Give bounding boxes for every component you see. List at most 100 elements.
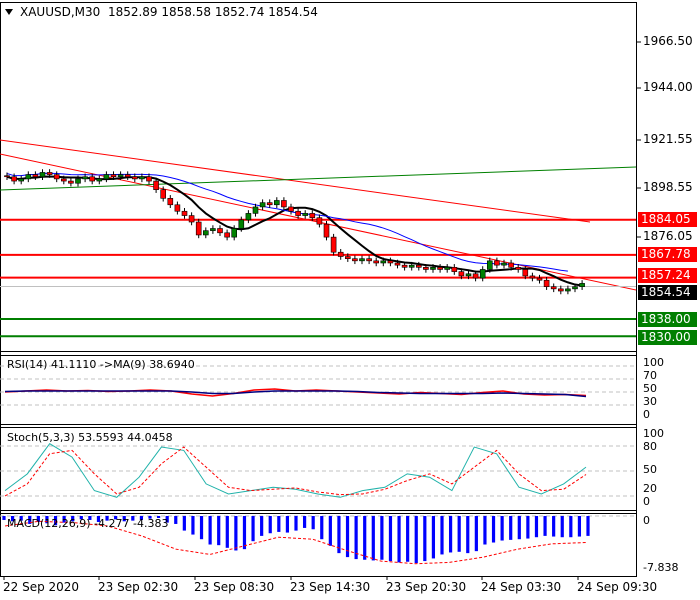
- rsi-tick: 70: [643, 369, 657, 382]
- current-price-tag: 1854.54: [638, 285, 697, 300]
- rsi-label: RSI(14) 41.1110 ->MA(9) 38.6940: [7, 358, 195, 371]
- macd-histogram-bar: [62, 516, 66, 523]
- macd-histogram-bar: [397, 516, 401, 563]
- collapse-triangle-icon[interactable]: [5, 9, 13, 15]
- bear-candle: [543, 279, 550, 288]
- bull-candle: [430, 267, 436, 270]
- macd-histogram-bar: [10, 516, 15, 522]
- macd-histogram-bar: [337, 516, 341, 554]
- macd-histogram-bar: [174, 516, 178, 524]
- bear-candle: [415, 264, 422, 268]
- macd-histogram-bar: [440, 516, 444, 555]
- macd-histogram-bar: [534, 516, 539, 538]
- bear-candle: [266, 202, 273, 206]
- macd-histogram-bar: [345, 516, 350, 558]
- macd-histogram-bar: [148, 516, 152, 519]
- macd-histogram-bar: [500, 516, 504, 541]
- bear-candle: [330, 236, 337, 253]
- bull-candle: [359, 258, 365, 262]
- macd-tick: -7.838: [643, 561, 679, 574]
- macd-histogram-bar: [320, 516, 324, 540]
- bear-candle: [494, 260, 500, 266]
- bear-candle: [550, 286, 557, 290]
- price-tick: 1876.05: [643, 229, 693, 243]
- bull-candle: [273, 200, 280, 206]
- time-tick: 23 Sep 20:30: [386, 580, 467, 594]
- macd-histogram-bar: [491, 516, 496, 543]
- bull-candle: [579, 283, 585, 288]
- bull-candle: [238, 219, 245, 229]
- chart-frame: [0, 2, 637, 577]
- stoch-tick: 50: [643, 463, 657, 476]
- rsi-ma-line: [4, 390, 587, 398]
- bull-candle: [210, 228, 216, 231]
- level-tag: 1867.78: [638, 247, 697, 262]
- macd-histogram-bar: [242, 516, 247, 550]
- rsi-tick: 30: [643, 395, 657, 408]
- macd-histogram-bar: [225, 516, 229, 548]
- macd-histogram-bar: [208, 516, 212, 545]
- symbol-label: XAUUSD,M30: [20, 5, 101, 19]
- trendline-red-upper: [0, 139, 591, 223]
- bear-candle: [53, 174, 60, 180]
- bear-candle: [146, 176, 152, 182]
- axis-ticks: [3, 41, 641, 580]
- bull-candle: [408, 264, 415, 268]
- bear-candle: [89, 176, 95, 182]
- macd-histogram-bar: [380, 516, 384, 560]
- macd-histogram-bar: [277, 516, 281, 532]
- time-tick: 24 Sep 03:30: [481, 580, 562, 594]
- macd-histogram-bar: [260, 516, 264, 536]
- bear-candle: [224, 232, 230, 238]
- bear-candle: [373, 260, 380, 264]
- bull-candle: [444, 267, 451, 270]
- macd-histogram-bar: [406, 516, 410, 562]
- bear-candle: [46, 172, 53, 175]
- macd-histogram-bar: [79, 516, 83, 520]
- macd-histogram-bar: [414, 516, 418, 564]
- macd-histogram-bar: [431, 516, 436, 559]
- level-tag: 1857.24: [638, 268, 697, 283]
- rsi-tick: 0: [643, 408, 650, 421]
- macd-histogram-bar: [311, 516, 315, 530]
- macd-histogram-bar: [483, 516, 487, 545]
- macd-histogram-bar: [156, 516, 161, 518]
- bull-candle: [501, 262, 507, 266]
- bull-candle: [39, 172, 46, 178]
- ohlc-values: 1852.89 1858.58 1852.74 1854.54: [107, 5, 318, 19]
- bear-candle: [472, 273, 479, 279]
- bear-candle: [451, 267, 458, 272]
- bear-candle: [288, 206, 294, 212]
- macd-histogram-bar: [302, 516, 307, 528]
- bull-candle: [479, 269, 486, 279]
- bull-candle: [565, 288, 571, 292]
- bull-candle: [117, 174, 124, 178]
- bear-candle: [295, 210, 301, 216]
- bull-candle: [259, 202, 266, 208]
- bear-candle: [352, 258, 358, 262]
- stoch-tick: 80: [643, 440, 657, 453]
- stoch-tick: 0: [643, 495, 650, 508]
- bear-candle: [167, 198, 174, 206]
- macd-histogram-bar: [28, 516, 32, 524]
- bear-candle: [132, 176, 138, 180]
- bear-candle: [323, 223, 330, 238]
- macd-histogram-bar: [45, 516, 49, 524]
- bull-candle: [18, 178, 25, 182]
- bull-candle: [245, 213, 252, 221]
- macd-histogram-bar: [71, 516, 75, 522]
- macd-histogram-bar: [586, 516, 590, 536]
- stoch-tick: 100: [643, 427, 664, 440]
- level-tag: 1838.00: [638, 312, 697, 327]
- macd-histogram-bar: [388, 516, 393, 562]
- macd-histogram-bar: [569, 516, 573, 538]
- stoch-tick: 20: [643, 482, 657, 495]
- macd-histogram-bar: [19, 516, 23, 521]
- bull-candle: [231, 228, 237, 238]
- bear-candle: [437, 267, 443, 270]
- macd-histogram-bar: [423, 516, 427, 562]
- macd-tick: 0: [643, 514, 650, 527]
- bear-candle: [316, 217, 323, 225]
- stoch-label: Stoch(5,3,3) 53.5593 44.0458: [7, 431, 173, 444]
